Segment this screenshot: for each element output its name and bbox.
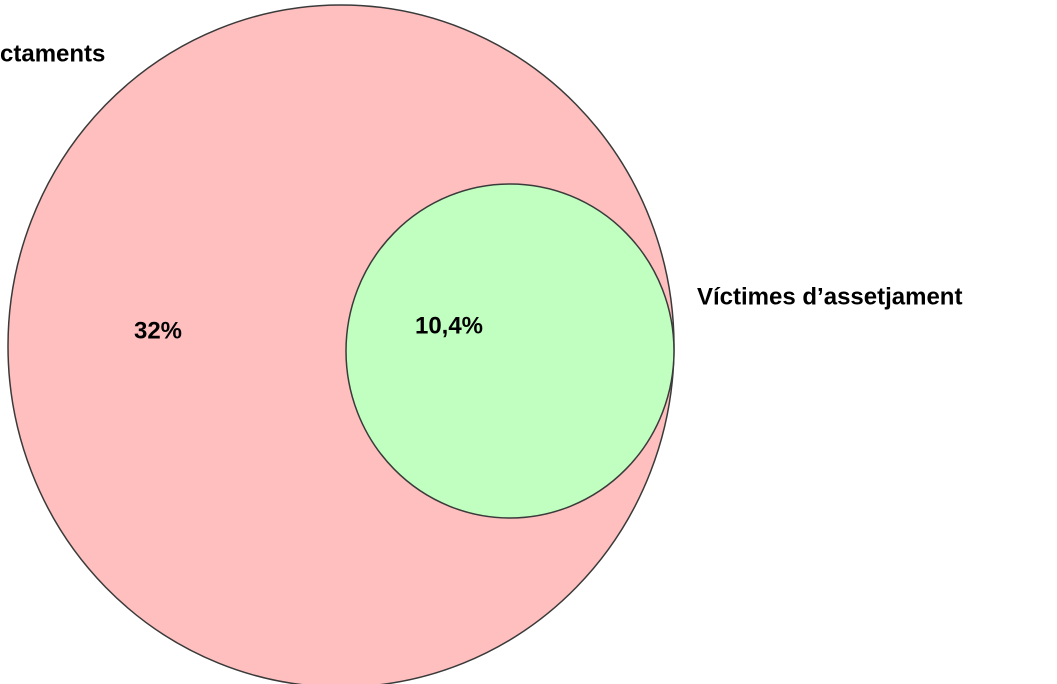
outer-set-value: 32% [134,317,182,344]
inner-set-label: Víctimes d’assetjament [697,283,962,310]
outer-set-label: ctaments [0,40,105,67]
inner-set-circle [345,183,675,519]
inner-set-value: 10,4% [415,312,483,339]
